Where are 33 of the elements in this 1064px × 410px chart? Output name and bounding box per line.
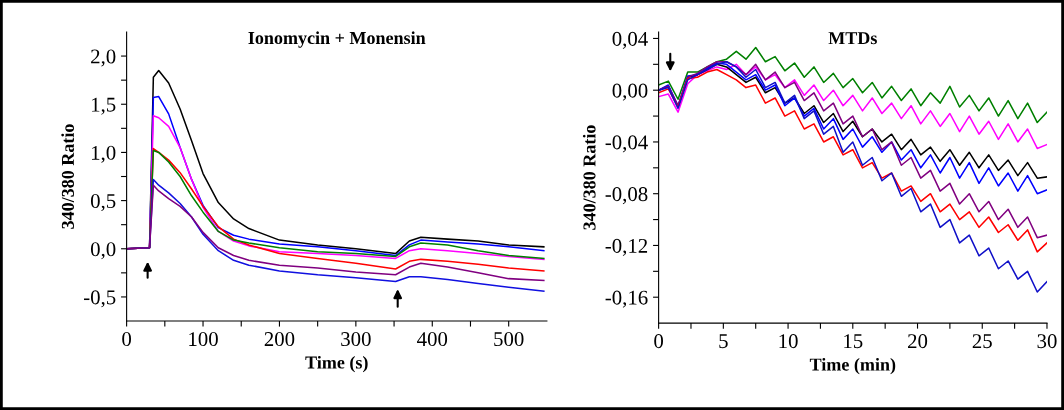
x-tick-label: 5 [719,334,728,349]
y-axis-title: 340/380 Ratio [582,125,596,230]
x-tick-label: 10 [779,334,798,349]
y-tick-label: 0,0 [90,242,116,260]
y-tick-label: 0,00 [612,83,648,101]
y-tick-label: 0,5 [90,193,116,212]
x-tick-label: 0 [654,334,664,349]
x-tick-label: 20 [908,334,928,349]
x-tick-label: 0 [122,332,132,347]
y-axis-title: 340/380 Ratio [61,124,74,229]
x-tick-label: 400 [417,332,448,347]
x-tick-label: 300 [341,332,371,347]
y-tick-label: -0,12 [605,238,648,256]
x-tick-label: 200 [264,332,295,347]
x-axis-title: Time (s) [305,355,368,373]
x-tick-label: 500 [494,332,524,347]
y-tick-label: 2,0 [91,49,116,67]
y-tick-label: -0,16 [605,290,648,308]
y-tick-label: 1,0 [91,145,116,163]
chart-title: MTDs [828,32,877,45]
x-axis-title: Time (min) [809,357,896,375]
x-tick-label: 30 [1037,334,1057,349]
x-tick-label: 100 [189,332,218,347]
y-tick-label: 0,04 [612,31,648,49]
line-series [658,46,1047,124]
chart-title: Ionomycin + Monensin [248,31,426,48]
y-tick-label: -0,04 [605,135,648,153]
x-tick-label: 15 [844,334,863,349]
line-series [658,63,1047,150]
y-tick-label: 1,5 [91,97,116,115]
y-tick-label: -0,08 [605,187,648,205]
x-tick-label: 25 [972,334,992,349]
y-tick-label: -0,5 [84,290,116,308]
